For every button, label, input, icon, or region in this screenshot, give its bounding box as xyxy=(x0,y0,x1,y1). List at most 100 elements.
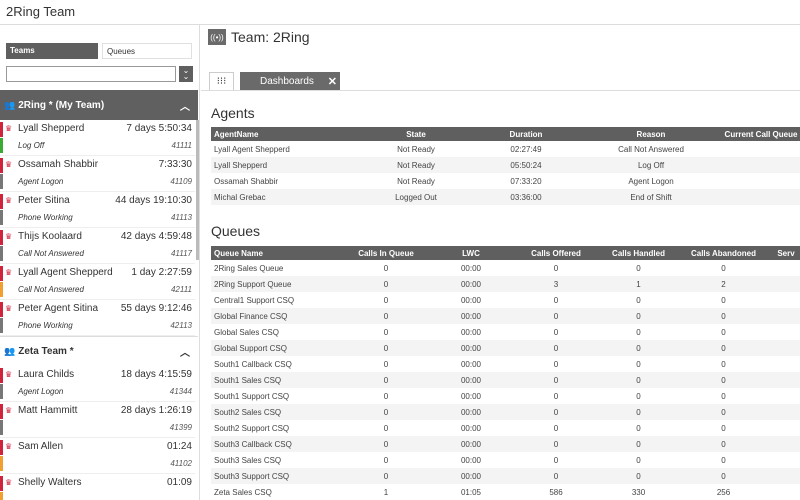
table-row[interactable]: South3 Support CSQ 0 00:00 0 0 0 xyxy=(211,468,800,484)
table-cell: 0 xyxy=(553,263,559,273)
agent-time: 55 days 9:12:46 xyxy=(120,303,192,314)
sidebar-scrollbar[interactable] xyxy=(196,120,199,260)
column-header[interactable]: Reason xyxy=(581,127,721,141)
chevron-up-icon[interactable]: ︿ xyxy=(180,348,190,359)
table-cell: Ossamah Shabbir xyxy=(214,176,279,186)
table-row[interactable]: Central1 Support CSQ 0 00:00 0 0 0 xyxy=(211,292,800,308)
agent-extension: 41113 xyxy=(170,213,192,222)
column-header[interactable]: Calls Offered xyxy=(511,246,601,260)
close-icon[interactable]: ✕ xyxy=(327,76,337,88)
table-row[interactable]: South1 Support CSQ 0 00:00 0 0 0 xyxy=(211,388,800,404)
table-cell: 0 xyxy=(383,327,389,337)
table-cell: Agent Logon xyxy=(628,176,674,186)
agent-status: Agent Logon xyxy=(18,177,64,186)
table-cell: 0 xyxy=(383,391,389,401)
status-indicator xyxy=(0,138,3,153)
agent-row[interactable]: ♛ Sam Allen 01:24 41102 xyxy=(0,439,195,474)
table-cell: 0 xyxy=(511,308,601,324)
table-cell: 0 xyxy=(721,455,726,465)
column-header[interactable]: Calls In Queue xyxy=(341,246,431,260)
table-cell: South1 Callback CSQ xyxy=(214,359,292,369)
agent-row[interactable]: ♛ Lyall Shepperd 7 days 5:50:34 Log Off 4111… xyxy=(0,121,195,156)
table-row[interactable]: 2Ring Support Queue 0 00:00 3 1 2 xyxy=(211,276,800,292)
crown-icon: ♛ xyxy=(5,196,13,205)
chevron-up-icon[interactable]: ︿ xyxy=(180,101,190,113)
team-header[interactable]: 👥 2Ring * (My Team) ︿ xyxy=(0,90,198,120)
table-row[interactable]: South1 Callback CSQ 0 00:00 0 0 0 xyxy=(211,356,800,372)
column-header[interactable]: Current Call Queue xyxy=(721,127,800,141)
team-name: 2Ring * (My Team) xyxy=(18,99,105,111)
table-cell: 0 xyxy=(341,436,431,452)
grid-menu-button[interactable]: ⁝⁝⁝ xyxy=(209,72,234,90)
status-indicator xyxy=(0,456,3,471)
table-cell: 0 xyxy=(676,308,771,324)
table-cell: Lyall Shepperd xyxy=(211,157,361,173)
agent-time: 18 days 4:15:59 xyxy=(120,369,192,380)
table-row[interactable]: Global Finance CSQ 0 00:00 0 0 0 xyxy=(211,308,800,324)
table-cell: 0 xyxy=(553,359,559,369)
column-header[interactable]: Calls Abandoned xyxy=(676,246,771,260)
table-cell: 0 xyxy=(511,436,601,452)
table-row[interactable]: Global Support CSQ 0 00:00 0 0 0 xyxy=(211,340,800,356)
agent-row[interactable]: ♛ Peter Agent Sitina 55 days 9:12:46 Phone … xyxy=(0,301,195,336)
table-row[interactable]: South3 Sales CSQ 0 00:00 0 0 0 xyxy=(211,452,800,468)
team-title-text: Team: 2Ring xyxy=(231,29,310,45)
table-row[interactable]: Michal Grebac Logged Out 03:36:00 End of Sh… xyxy=(211,189,800,205)
table-cell: 0 xyxy=(601,468,676,484)
table-cell xyxy=(771,420,800,436)
table-row[interactable]: 2Ring Sales Queue 0 00:00 0 0 0 xyxy=(211,260,800,276)
table-cell: 0 xyxy=(721,423,726,433)
agent-extension: 42111 xyxy=(170,285,192,294)
agent-row[interactable]: ♛ Ossamah Shabbir 7:33:30 Agent Logon 41109 xyxy=(0,157,195,192)
table-cell: 0 xyxy=(383,263,389,273)
table-cell: 0 xyxy=(341,308,431,324)
state-indicator xyxy=(0,230,3,245)
agent-row[interactable]: ♛ Lyall Agent Shepperd 1 day 2:27:59 Call N… xyxy=(0,265,195,300)
table-row[interactable]: South2 Sales CSQ 0 00:00 0 0 0 xyxy=(211,404,800,420)
table-cell: South2 Support CSQ xyxy=(214,423,290,433)
people-icon: 👥 xyxy=(4,346,16,356)
column-header[interactable]: Serv xyxy=(771,246,800,260)
expand-all-button[interactable]: ⌄ ⌄ xyxy=(179,66,193,82)
table-row[interactable]: Lyall Shepperd Not Ready 05:50:24 Log Off xyxy=(211,157,800,173)
table-cell: 0 xyxy=(636,423,641,433)
agent-status: Call Not Answered xyxy=(18,249,84,258)
tab-teams[interactable]: Teams xyxy=(6,43,98,59)
table-cell: 0 xyxy=(383,359,389,369)
tab-queues[interactable]: Queues xyxy=(102,43,192,59)
crown-icon: ♛ xyxy=(5,160,13,169)
agent-row[interactable]: ♛ Thijs Koolaard 42 days 4:59:48 Call Not A… xyxy=(0,229,195,264)
column-header[interactable]: LWC xyxy=(431,246,511,260)
table-cell xyxy=(721,189,800,205)
table-cell xyxy=(771,260,800,276)
table-cell: 0 xyxy=(553,423,559,433)
agents-table: AgentName State Duration Reason Current Call… xyxy=(211,127,800,205)
table-cell xyxy=(771,356,800,372)
table-cell: 0 xyxy=(601,372,676,388)
agent-row[interactable]: ♛ Laura Childs 18 days 4:15:59 Agent Logon 4… xyxy=(0,367,195,402)
column-header[interactable]: AgentName xyxy=(211,127,361,141)
column-header[interactable]: State xyxy=(361,127,471,141)
table-row[interactable]: Ossamah Shabbir Not Ready 07:33:20 Agent Lo… xyxy=(211,173,800,189)
tab-dashboards[interactable]: Dashboards ✕ xyxy=(240,72,340,90)
column-header[interactable]: Calls Handled xyxy=(601,246,676,260)
table-row[interactable]: Zeta Sales CSQ 1 01:05 586 330 256 xyxy=(211,484,800,500)
table-row[interactable]: Global Sales CSQ 0 00:00 0 0 0 xyxy=(211,324,800,340)
agent-row[interactable]: ♛ Shelly Walters 01:09 xyxy=(0,475,195,500)
table-row[interactable]: South1 Sales CSQ 0 00:00 0 0 0 xyxy=(211,372,800,388)
table-row[interactable]: Lyall Agent Shepperd Not Ready 02:27:49 Cal… xyxy=(211,141,800,157)
team-header[interactable]: 👥 Zeta Team * ︿ xyxy=(0,336,198,366)
agent-status: Call Not Answered xyxy=(18,285,84,294)
status-indicator xyxy=(0,174,3,189)
agent-extension: 41344 xyxy=(169,387,192,396)
table-row[interactable]: South3 Callback CSQ 0 00:00 0 0 0 xyxy=(211,436,800,452)
grid-icon: ⁝⁝⁝ xyxy=(216,76,227,87)
status-indicator xyxy=(0,210,3,225)
table-cell: 0 xyxy=(721,391,726,401)
search-input[interactable] xyxy=(6,66,176,82)
agent-row[interactable]: ♛ Matt Hammitt 28 days 1:26:19 41399 xyxy=(0,403,195,438)
column-header[interactable]: Queue Name xyxy=(211,246,341,260)
table-row[interactable]: South2 Support CSQ 0 00:00 0 0 0 xyxy=(211,420,800,436)
agent-row[interactable]: ♛ Peter Sitina 44 days 19:10:30 Phone Worki… xyxy=(0,193,195,228)
column-header[interactable]: Duration xyxy=(471,127,581,141)
